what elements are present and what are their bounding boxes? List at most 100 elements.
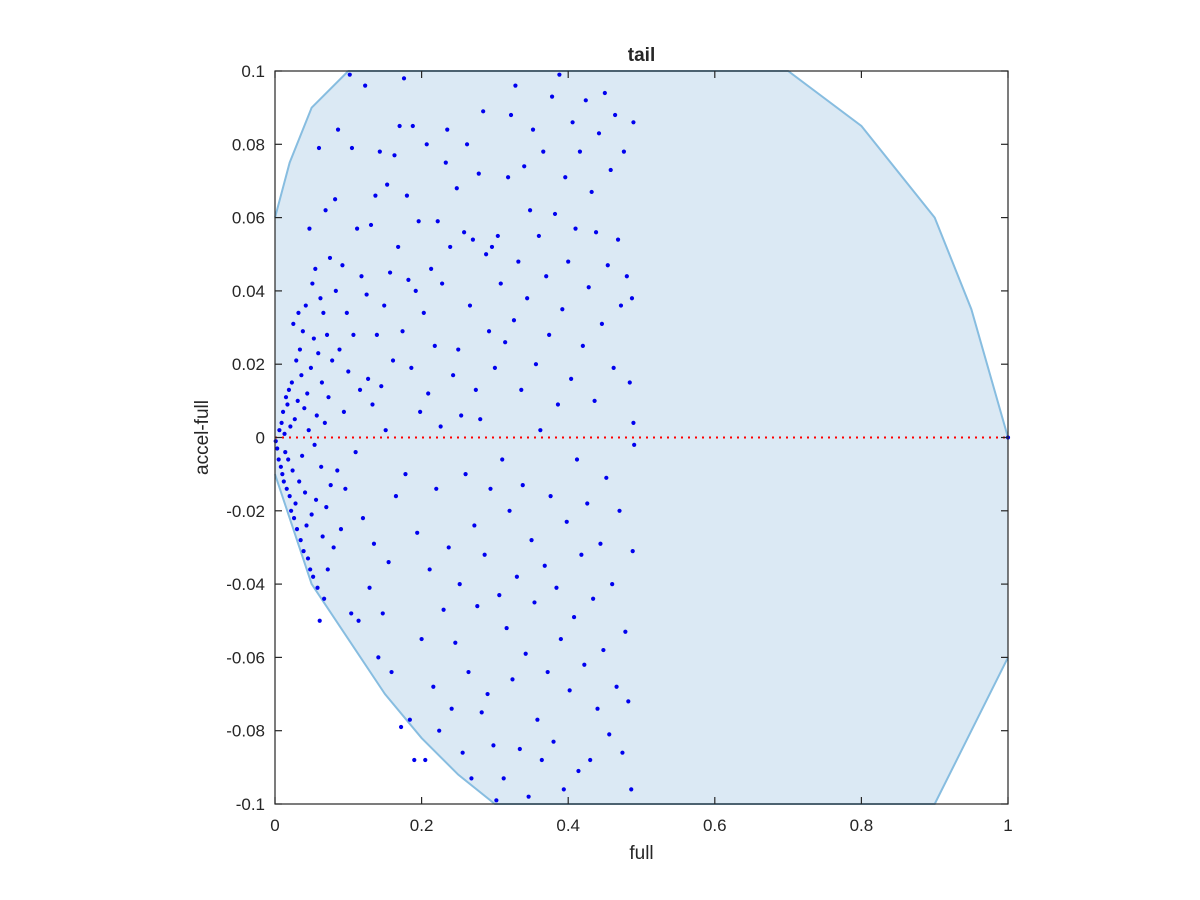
data-point (346, 369, 351, 374)
data-point (438, 424, 443, 429)
data-point (296, 310, 301, 315)
data-point (412, 757, 417, 763)
data-point (478, 417, 483, 422)
data-point (400, 329, 405, 334)
data-point (527, 208, 533, 213)
data-point (407, 717, 412, 722)
data-point (333, 288, 338, 293)
data-point (370, 402, 375, 407)
data-point (309, 512, 314, 517)
data-point (462, 230, 467, 235)
data-point (583, 98, 588, 103)
data-point (592, 398, 597, 403)
data-point (629, 787, 634, 792)
y-tick-label: 0.1 (241, 62, 265, 81)
data-point (632, 442, 637, 447)
data-point (441, 607, 446, 612)
data-point (403, 472, 408, 477)
data-point (492, 365, 497, 370)
data-point (614, 684, 619, 689)
data-point (317, 618, 322, 623)
data-point (494, 798, 499, 803)
data-point (510, 677, 515, 682)
data-point (341, 409, 347, 414)
data-point (434, 486, 439, 491)
x-tick-label: 1 (1003, 816, 1012, 835)
data-point (602, 90, 607, 96)
data-point (508, 112, 514, 118)
data-point (514, 574, 519, 579)
chart-title: tail (628, 45, 655, 66)
data-point (570, 120, 575, 125)
data-point (595, 706, 600, 711)
data-point (319, 464, 324, 469)
data-point (491, 743, 496, 748)
data-point (279, 420, 284, 425)
data-point (470, 237, 476, 242)
data-point (415, 530, 420, 535)
y-tick-label: -0.06 (226, 648, 265, 667)
data-point (278, 464, 283, 469)
y-axis-label: accel-full (192, 400, 213, 475)
data-point (503, 340, 508, 345)
data-point (631, 420, 636, 425)
data-point (626, 699, 631, 704)
data-point (621, 149, 627, 154)
data-point (416, 219, 421, 224)
data-point (542, 563, 547, 568)
data-point (549, 94, 555, 99)
data-point (373, 193, 378, 198)
data-point (324, 505, 329, 510)
data-point (295, 398, 300, 403)
data-point (573, 226, 578, 231)
data-point (560, 307, 565, 312)
data-point (533, 362, 539, 367)
data-point (497, 592, 502, 598)
data-point (432, 343, 437, 348)
data-point (305, 556, 311, 561)
y-tick-label: -0.08 (226, 722, 265, 741)
data-point (557, 72, 562, 77)
data-point (618, 303, 624, 308)
data-point (353, 450, 358, 455)
data-point (298, 538, 303, 543)
data-point (504, 625, 509, 631)
data-point (281, 479, 286, 484)
data-point (308, 365, 314, 370)
data-point (294, 527, 300, 532)
data-point (495, 233, 500, 239)
data-point (380, 611, 385, 616)
data-point (297, 347, 303, 352)
data-point (333, 197, 338, 202)
data-point (349, 611, 354, 616)
data-point (374, 332, 379, 337)
data-point (608, 167, 613, 173)
data-point (529, 538, 534, 543)
data-point (316, 351, 321, 356)
data-point (446, 545, 451, 550)
data-point (457, 582, 462, 587)
data-point (390, 358, 396, 363)
data-point (624, 274, 629, 279)
data-point (532, 600, 537, 605)
data-point (475, 603, 480, 609)
data-point (290, 468, 295, 473)
data-point (519, 387, 524, 392)
data-point (385, 182, 390, 187)
data-point (473, 387, 478, 392)
data-point (351, 332, 356, 337)
data-point (338, 527, 344, 532)
y-tick-label: -0.04 (226, 575, 265, 594)
data-point (507, 508, 512, 513)
data-point (293, 501, 298, 506)
data-point (607, 732, 612, 737)
data-point (304, 523, 309, 528)
data-point (302, 490, 308, 495)
data-point (396, 244, 401, 250)
data-point (379, 384, 384, 389)
data-point (292, 417, 297, 422)
data-point (479, 710, 484, 715)
y-tick-label: 0 (256, 429, 265, 448)
y-tick-label: 0.04 (232, 282, 265, 301)
data-point (413, 288, 418, 293)
